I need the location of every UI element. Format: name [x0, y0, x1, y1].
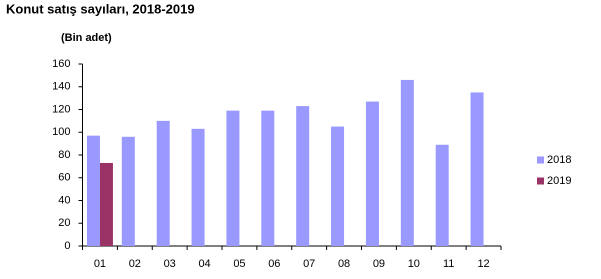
legend-swatch: [537, 156, 544, 164]
bar: [99, 162, 113, 246]
bar: [400, 79, 414, 246]
y-tick-label: 140: [52, 81, 70, 93]
bar: [435, 144, 449, 246]
bar: [191, 128, 205, 246]
legend-label: 2019: [547, 175, 571, 187]
y-tick-label: 40: [58, 194, 70, 206]
y-tick-label: 20: [58, 217, 70, 229]
x-tick-label: 11: [443, 258, 454, 270]
bar: [86, 135, 100, 246]
chart-title: Konut satış sayıları, 2018-2019: [6, 1, 195, 16]
x-tick-label: 02: [129, 258, 141, 270]
y-tick-label: 120: [52, 103, 70, 115]
y-tick-label: 0: [64, 240, 70, 252]
legend-swatch: [537, 177, 544, 185]
y-tick-label: 160: [52, 58, 70, 70]
x-tick-label: 07: [303, 258, 315, 270]
y-tick-label: 80: [58, 149, 70, 161]
y-axis-label: (Bin adet): [61, 32, 112, 44]
bar: [121, 136, 135, 246]
x-tick-label: 09: [373, 258, 385, 270]
x-tick-label: 08: [338, 258, 350, 270]
x-tick-label: 06: [268, 258, 280, 270]
legend-label: 2018: [547, 154, 571, 166]
y-tick-label: 100: [52, 126, 70, 138]
bar: [331, 126, 345, 246]
bar: [226, 110, 240, 246]
x-tick-label: 01: [94, 258, 106, 270]
bar: [365, 101, 379, 246]
bar: [156, 120, 170, 246]
x-tick-label: 10: [408, 258, 420, 270]
y-tick-label: 60: [58, 172, 70, 184]
x-tick-label: 03: [164, 258, 176, 270]
x-tick-label: 04: [198, 258, 210, 270]
bar: [296, 106, 310, 247]
bar: [261, 110, 275, 246]
x-tick-label: 12: [477, 258, 489, 270]
x-tick-label: 05: [233, 258, 245, 270]
bar: [470, 92, 484, 246]
